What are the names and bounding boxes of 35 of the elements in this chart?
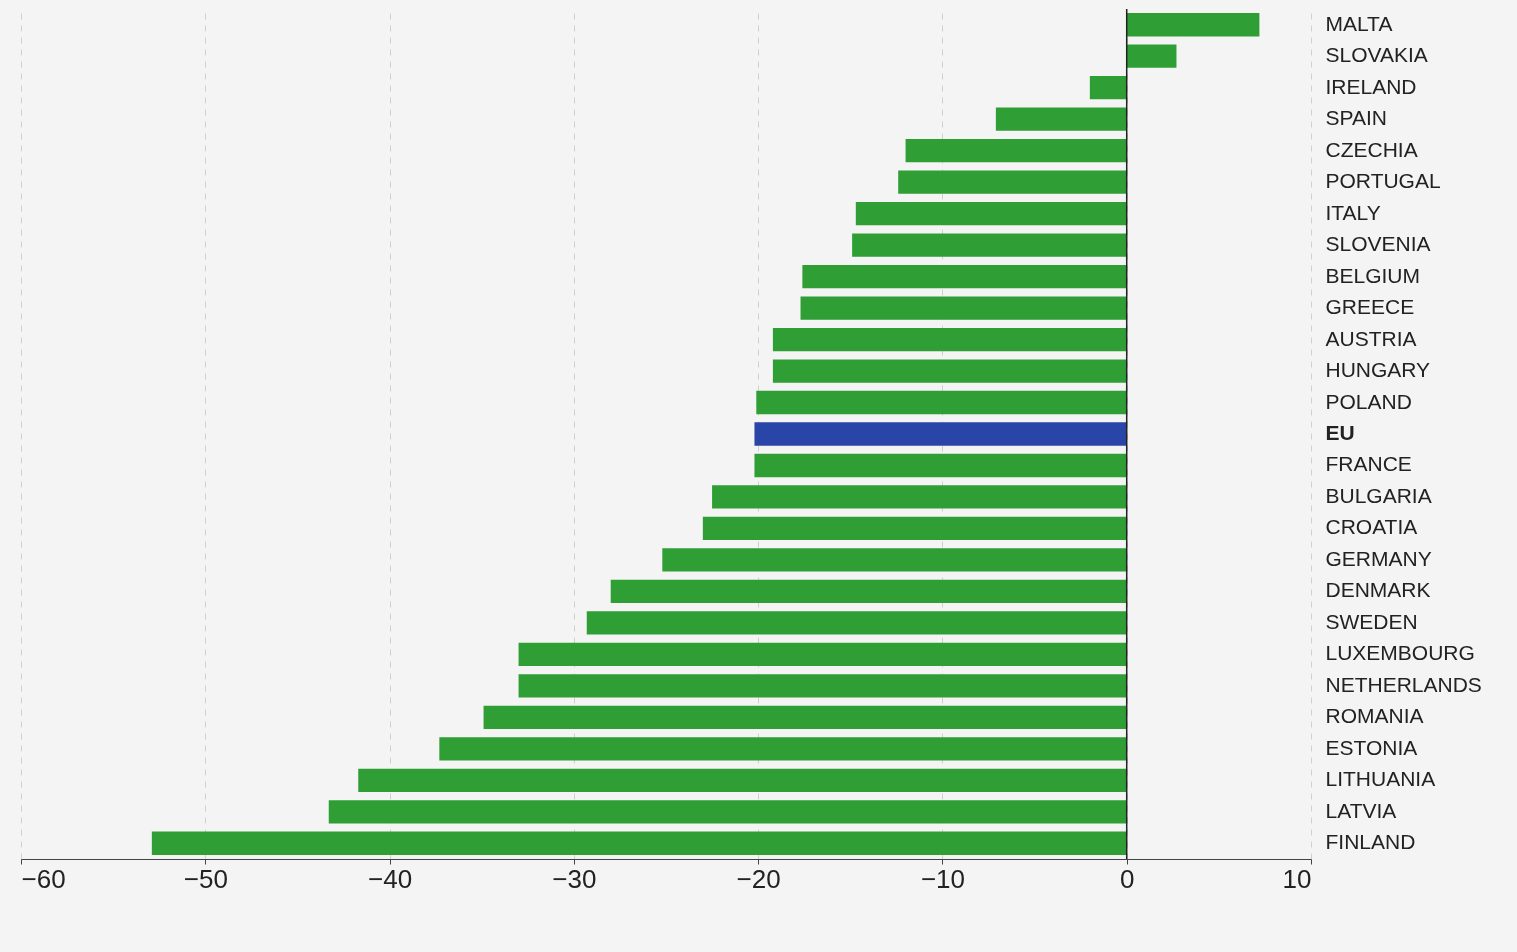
x-tick-label: 0 <box>1119 863 1135 894</box>
y-tick-label: ROMANIA <box>1325 704 1424 728</box>
y-tick-label: SWEDEN <box>1325 609 1418 633</box>
y-tick-label: SLOVAKIA <box>1325 43 1428 67</box>
y-tick-label: LUXEMBOURG <box>1325 641 1475 665</box>
y-tick-label: EU <box>1325 421 1355 444</box>
y-tick-label: POLAND <box>1325 389 1412 413</box>
y-tick-label: LITHUANIA <box>1325 767 1436 791</box>
y-tick-label: HUNGARY <box>1325 358 1431 382</box>
y-tick-label: GREECE <box>1325 295 1415 319</box>
y-tick-label: IRELAND <box>1325 74 1417 98</box>
x-tick-label: −50 <box>183 863 228 894</box>
y-tick-label: MALTA <box>1325 11 1393 35</box>
y-tick-label: NETHERLANDS <box>1325 672 1482 696</box>
y-tick-label: DENMARK <box>1325 578 1431 602</box>
y-tick-label: ITALY <box>1325 200 1381 224</box>
x-tick-label: −20 <box>736 863 781 894</box>
y-tick-label: SLOVENIA <box>1325 232 1431 256</box>
x-tick-label: −30 <box>552 863 597 894</box>
x-tick-label: 10 <box>1282 863 1312 894</box>
y-tick-label: SPAIN <box>1325 106 1387 130</box>
y-tick-label: AUSTRIA <box>1325 326 1417 350</box>
y-tick-label: LATVIA <box>1325 798 1397 822</box>
y-tick-label: PORTUGAL <box>1325 169 1441 193</box>
y-tick-label: ESTONIA <box>1325 735 1418 759</box>
y-tick-label: CZECHIA <box>1325 137 1418 161</box>
y-tick-label: FRANCE <box>1325 452 1412 476</box>
x-tick-label: −60 <box>21 863 66 894</box>
x-tick-label: −40 <box>368 863 413 894</box>
y-tick-label: BELGIUM <box>1325 263 1421 287</box>
y-tick-label: CROATIA <box>1325 515 1418 539</box>
y-tick-label: FINLAND <box>1325 830 1416 854</box>
x-tick-label: −10 <box>920 863 965 894</box>
y-tick-label: BULGARIA <box>1325 483 1432 507</box>
y-tick-label: GERMANY <box>1325 546 1432 570</box>
